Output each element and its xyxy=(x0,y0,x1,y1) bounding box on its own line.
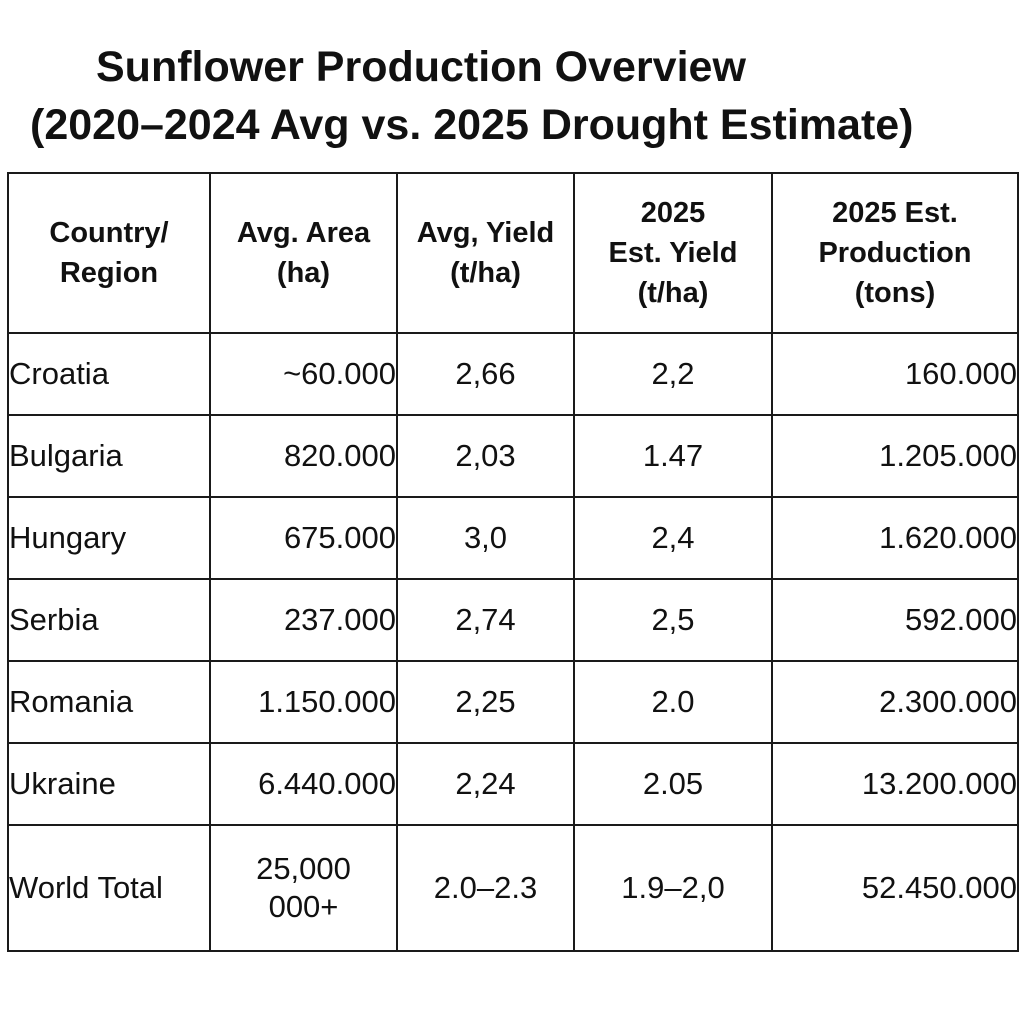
cell-est-yield: 2.0 xyxy=(573,660,773,744)
cell-area: 25,000 000+ xyxy=(209,824,398,952)
cell-area: 237.000 xyxy=(209,578,398,662)
header-est-yield: 2025 Est. Yield (t/ha) xyxy=(573,172,773,334)
cell-est-yield: 2,5 xyxy=(573,578,773,662)
cell-production: 13.200.000 xyxy=(771,742,1019,826)
cell-avg-yield: 2,66 xyxy=(396,332,575,416)
header-avg-yield: Avg, Yield (t/ha) xyxy=(396,172,575,334)
cell-avg-yield: 2,74 xyxy=(396,578,575,662)
cell-area: 6.440.000 xyxy=(209,742,398,826)
cell-production: 1.620.000 xyxy=(771,496,1019,580)
table-row: Bulgaria 820.000 2,03 1.47 1.205.000 xyxy=(7,414,1019,498)
cell-country: Hungary xyxy=(7,496,211,580)
cell-production: 2.300.000 xyxy=(771,660,1019,744)
table-row: Hungary 675.000 3,0 2,4 1.620.000 xyxy=(7,496,1019,580)
production-table: Country/ Region Avg. Area (ha) Avg, Yiel… xyxy=(7,172,1019,952)
cell-est-yield: 2,4 xyxy=(573,496,773,580)
cell-est-yield: 1.47 xyxy=(573,414,773,498)
cell-est-yield: 2.05 xyxy=(573,742,773,826)
table-row: Serbia 237.000 2,74 2,5 592.000 xyxy=(7,578,1019,662)
table-row: Romania 1.150.000 2,25 2.0 2.300.000 xyxy=(7,660,1019,744)
cell-area: 1.150.000 xyxy=(209,660,398,744)
cell-production: 1.205.000 xyxy=(771,414,1019,498)
cell-country: Romania xyxy=(7,660,211,744)
cell-est-yield: 2,2 xyxy=(573,332,773,416)
table-row: Ukraine 6.440.000 2,24 2.05 13.200.000 xyxy=(7,742,1019,826)
cell-production: 592.000 xyxy=(771,578,1019,662)
total-row: World Total 25,000 000+ 2.0–2.3 1.9–2,0 … xyxy=(7,824,1019,952)
cell-avg-yield: 2.0–2.3 xyxy=(396,824,575,952)
page-title: Sunflower Production Overview xyxy=(96,43,746,91)
cell-country: Serbia xyxy=(7,578,211,662)
header-avg-area: Avg. Area (ha) xyxy=(209,172,398,334)
cell-production: 160.000 xyxy=(771,332,1019,416)
cell-country: World Total xyxy=(7,824,211,952)
cell-avg-yield: 2,03 xyxy=(396,414,575,498)
cell-area: ~60.000 xyxy=(209,332,398,416)
page-subtitle: (2020–2024 Avg vs. 2025 Drought Estimate… xyxy=(30,101,914,149)
header-est-production: 2025 Est. Production (tons) xyxy=(771,172,1019,334)
cell-avg-yield: 2,25 xyxy=(396,660,575,744)
cell-est-yield: 1.9–2,0 xyxy=(573,824,773,952)
header-row: Country/ Region Avg. Area (ha) Avg, Yiel… xyxy=(7,172,1019,334)
cell-area: 675.000 xyxy=(209,496,398,580)
table-row: Croatia ~60.000 2,66 2,2 160.000 xyxy=(7,332,1019,416)
cell-country: Croatia xyxy=(7,332,211,416)
header-country: Country/ Region xyxy=(7,172,211,334)
cell-avg-yield: 2,24 xyxy=(396,742,575,826)
cell-avg-yield: 3,0 xyxy=(396,496,575,580)
cell-country: Ukraine xyxy=(7,742,211,826)
cell-area: 820.000 xyxy=(209,414,398,498)
cell-production: 52.450.000 xyxy=(771,824,1019,952)
cell-country: Bulgaria xyxy=(7,414,211,498)
title-block: Sunflower Production Overview (2020–2024… xyxy=(0,38,1024,154)
